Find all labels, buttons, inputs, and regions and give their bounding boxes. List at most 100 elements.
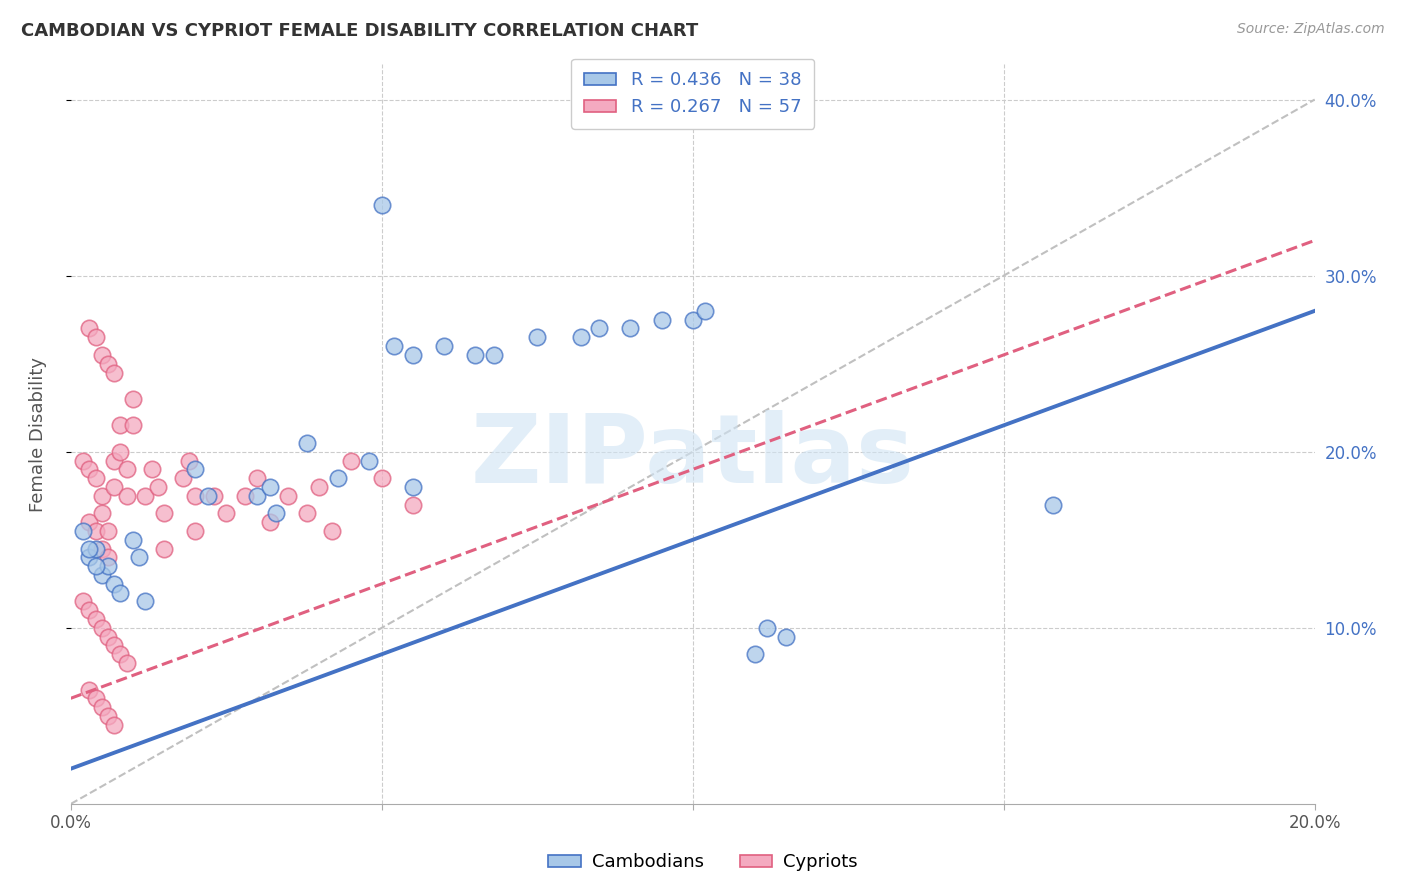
Point — [110, 585, 132, 599]
Point — [326, 471, 349, 485]
Point — [79, 515, 101, 529]
Point — [90, 348, 112, 362]
Point — [359, 453, 381, 467]
Point — [153, 507, 176, 521]
Point — [97, 524, 120, 538]
Text: ZIPatlas: ZIPatlas — [471, 409, 915, 503]
Point — [115, 462, 138, 476]
Point — [197, 489, 219, 503]
Point — [756, 621, 779, 635]
Point — [202, 489, 225, 503]
Point — [153, 541, 176, 556]
Point — [103, 577, 125, 591]
Point — [103, 639, 125, 653]
Point — [79, 462, 101, 476]
Point — [482, 348, 505, 362]
Point — [569, 330, 592, 344]
Point — [110, 444, 132, 458]
Point — [402, 480, 425, 494]
Point — [141, 462, 163, 476]
Point — [122, 418, 145, 433]
Point — [84, 330, 107, 344]
Point — [72, 594, 94, 608]
Point — [84, 612, 107, 626]
Point — [682, 312, 704, 326]
Point — [90, 621, 112, 635]
Point — [295, 507, 318, 521]
Point — [246, 471, 269, 485]
Point — [184, 462, 207, 476]
Point — [321, 524, 343, 538]
Point — [526, 330, 548, 344]
Point — [90, 507, 112, 521]
Point — [402, 348, 425, 362]
Point — [97, 559, 120, 574]
Point — [103, 717, 125, 731]
Point — [72, 524, 94, 538]
Point — [464, 348, 486, 362]
Point — [382, 339, 405, 353]
Point — [97, 630, 120, 644]
Point — [84, 559, 107, 574]
Point — [1042, 498, 1064, 512]
Text: CAMBODIAN VS CYPRIOT FEMALE DISABILITY CORRELATION CHART: CAMBODIAN VS CYPRIOT FEMALE DISABILITY C… — [21, 22, 699, 40]
Legend: Cambodians, Cypriots: Cambodians, Cypriots — [541, 847, 865, 879]
Point — [79, 550, 101, 565]
Point — [90, 541, 112, 556]
Point — [122, 392, 145, 406]
Point — [84, 691, 107, 706]
Point — [370, 471, 392, 485]
Point — [134, 489, 156, 503]
Point — [110, 648, 132, 662]
Point — [79, 541, 101, 556]
Point — [215, 507, 238, 521]
Point — [90, 489, 112, 503]
Y-axis label: Female Disability: Female Disability — [30, 357, 46, 512]
Point — [233, 489, 256, 503]
Point — [79, 603, 101, 617]
Point — [90, 568, 112, 582]
Point — [651, 312, 673, 326]
Point — [115, 656, 138, 670]
Point — [172, 471, 194, 485]
Point — [97, 550, 120, 565]
Point — [110, 418, 132, 433]
Point — [79, 682, 101, 697]
Legend: R = 0.436   N = 38, R = 0.267   N = 57: R = 0.436 N = 38, R = 0.267 N = 57 — [571, 59, 814, 128]
Point — [775, 630, 797, 644]
Point — [588, 321, 610, 335]
Point — [277, 489, 299, 503]
Point — [177, 453, 200, 467]
Point — [122, 533, 145, 547]
Point — [97, 709, 120, 723]
Point — [246, 489, 269, 503]
Point — [72, 453, 94, 467]
Point — [134, 594, 156, 608]
Point — [79, 321, 101, 335]
Point — [695, 304, 717, 318]
Point — [433, 339, 456, 353]
Point — [103, 366, 125, 380]
Point — [84, 524, 107, 538]
Point — [90, 700, 112, 714]
Point — [128, 550, 150, 565]
Point — [295, 436, 318, 450]
Point — [103, 453, 125, 467]
Point — [264, 507, 287, 521]
Point — [308, 480, 330, 494]
Point — [259, 480, 281, 494]
Point — [84, 471, 107, 485]
Point — [744, 648, 766, 662]
Point — [103, 480, 125, 494]
Point — [115, 489, 138, 503]
Point — [184, 524, 207, 538]
Text: Source: ZipAtlas.com: Source: ZipAtlas.com — [1237, 22, 1385, 37]
Point — [259, 515, 281, 529]
Point — [402, 498, 425, 512]
Point — [146, 480, 169, 494]
Point — [619, 321, 641, 335]
Point — [84, 541, 107, 556]
Point — [370, 198, 392, 212]
Point — [97, 357, 120, 371]
Point — [184, 489, 207, 503]
